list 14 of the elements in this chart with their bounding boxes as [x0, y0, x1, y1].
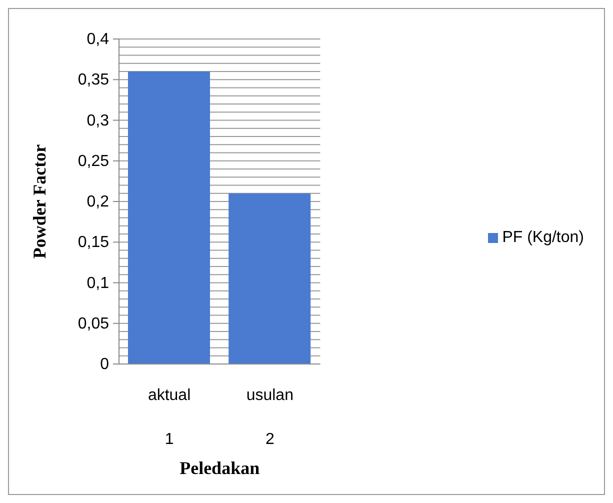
y-tick-label: 0,25 — [78, 152, 110, 170]
y-tick-label: 0,1 — [86, 274, 110, 292]
y-tick-label: 0 — [100, 356, 110, 373]
legend-label: PF (Kg/ton) — [502, 229, 584, 246]
y-tick-label: 0,35 — [78, 72, 110, 89]
category-label: aktual 1 — [148, 387, 191, 448]
y-tick-label: 0,3 — [86, 112, 110, 130]
y-tick-label: 0,05 — [78, 315, 110, 332]
category-label: usulan 2 — [246, 387, 294, 448]
y-tick-label: 0,15 — [78, 234, 110, 252]
y-tick-label: 0,4 — [86, 31, 110, 48]
y-tick-label: 0,2 — [86, 194, 110, 210]
x-axis-title: Peledakan — [180, 458, 260, 478]
y-axis-title: Powder Factor — [29, 144, 50, 259]
